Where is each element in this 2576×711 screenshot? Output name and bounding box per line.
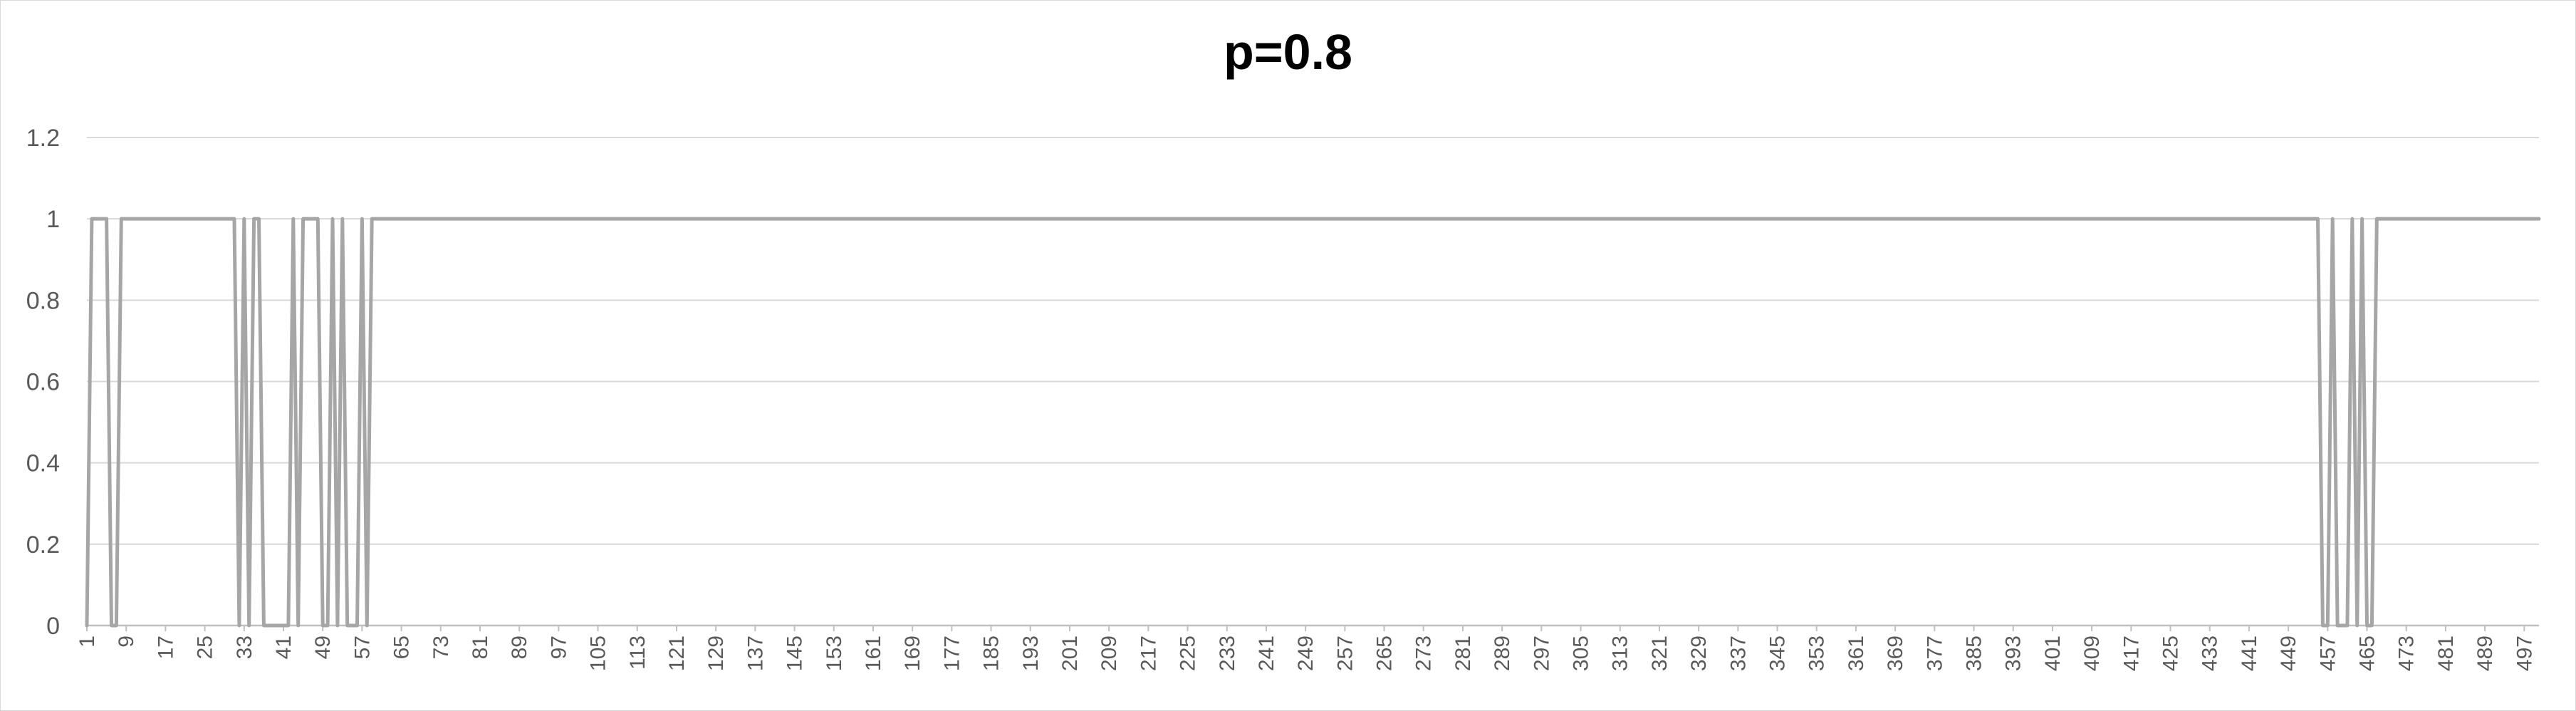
chart-title: p=0.8 [1224, 24, 1352, 80]
x-tick-label: 281 [1451, 635, 1475, 671]
x-tick-label: 193 [1019, 635, 1043, 671]
x-tick-label: 489 [2473, 635, 2497, 671]
x-tick-label: 25 [194, 635, 217, 659]
x-tick-label: 97 [547, 635, 570, 659]
x-tick-label: 153 [823, 635, 846, 671]
x-tick-label: 65 [390, 635, 414, 659]
x-tick-label: 337 [1726, 635, 1750, 671]
x-tick-label: 249 [1294, 635, 1318, 671]
x-tick-label: 169 [901, 635, 924, 671]
x-axis-ticks: 1 9 17 25 33 41 49 57 65 73 81 89 97 105 113 121 129 137 1… [75, 626, 2536, 671]
x-tick-label: 385 [1963, 635, 1986, 671]
x-tick-label: 449 [2277, 635, 2300, 671]
x-tick-label: 473 [2395, 635, 2419, 671]
x-tick-label: 137 [744, 635, 767, 671]
x-tick-label: 465 [2356, 635, 2379, 671]
x-tick-label: 41 [272, 635, 296, 659]
y-tick-label: 0.4 [26, 450, 60, 477]
x-tick-label: 481 [2434, 635, 2458, 671]
x-tick-label: 81 [469, 635, 492, 659]
x-tick-label: 185 [980, 635, 1003, 671]
x-tick-label: 265 [1373, 635, 1397, 671]
x-tick-label: 17 [154, 635, 177, 659]
x-tick-label: 417 [2119, 635, 2143, 671]
x-tick-label: 401 [2041, 635, 2065, 671]
y-tick-label: 0.2 [26, 531, 60, 559]
x-tick-label: 121 [665, 635, 689, 671]
x-tick-label: 393 [2002, 635, 2025, 671]
x-tick-label: 313 [1609, 635, 1632, 671]
y-tick-label: 0 [46, 613, 60, 640]
x-tick-label: 49 [311, 635, 335, 659]
x-tick-label: 409 [2080, 635, 2104, 671]
x-tick-label: 225 [1177, 635, 1200, 671]
x-tick-label: 241 [1255, 635, 1278, 671]
y-tick-label: 0.8 [26, 287, 60, 314]
y-axis-ticks: 0 0.2 0.4 0.6 0.8 1 1.2 [26, 125, 60, 640]
x-tick-label: 145 [783, 635, 807, 671]
x-tick-label: 73 [429, 635, 453, 659]
x-tick-label: 353 [1805, 635, 1829, 671]
x-tick-label: 329 [1687, 635, 1711, 671]
x-tick-label: 305 [1570, 635, 1593, 671]
x-tick-label: 233 [1216, 635, 1239, 671]
x-tick-label: 321 [1648, 635, 1672, 671]
x-tick-label: 257 [1333, 635, 1357, 671]
x-tick-label: 433 [2199, 635, 2222, 671]
x-tick-label: 457 [2316, 635, 2340, 671]
x-tick-label: 217 [1137, 635, 1160, 671]
gridlines [87, 137, 2539, 627]
x-tick-label: 289 [1491, 635, 1514, 671]
x-tick-label: 57 [350, 635, 374, 659]
x-tick-label: 345 [1766, 635, 1790, 671]
x-tick-label: 297 [1530, 635, 1553, 671]
x-tick-label: 129 [704, 635, 728, 671]
x-tick-label: 441 [2238, 635, 2261, 671]
x-tick-label: 89 [508, 635, 531, 659]
x-tick-label: 273 [1412, 635, 1436, 671]
x-tick-label: 377 [1923, 635, 1946, 671]
x-tick-label: 113 [626, 635, 650, 670]
x-tick-label: 369 [1884, 635, 1907, 671]
x-tick-label: 1 [75, 635, 99, 648]
x-tick-label: 33 [233, 635, 256, 659]
x-tick-label: 105 [587, 635, 610, 671]
x-tick-label: 161 [862, 635, 885, 671]
x-tick-label: 201 [1058, 635, 1082, 671]
y-tick-label: 1.2 [26, 125, 60, 152]
x-tick-label: 209 [1097, 635, 1121, 671]
y-tick-label: 1 [46, 206, 60, 233]
x-tick-label: 361 [1845, 635, 1868, 671]
x-tick-label: 9 [115, 635, 138, 648]
y-tick-label: 0.6 [26, 369, 60, 396]
series-line [85, 217, 2541, 628]
x-tick-label: 497 [2513, 635, 2536, 671]
x-tick-label: 425 [2159, 635, 2183, 671]
x-tick-label: 177 [940, 635, 964, 671]
series-layer [85, 217, 2541, 628]
